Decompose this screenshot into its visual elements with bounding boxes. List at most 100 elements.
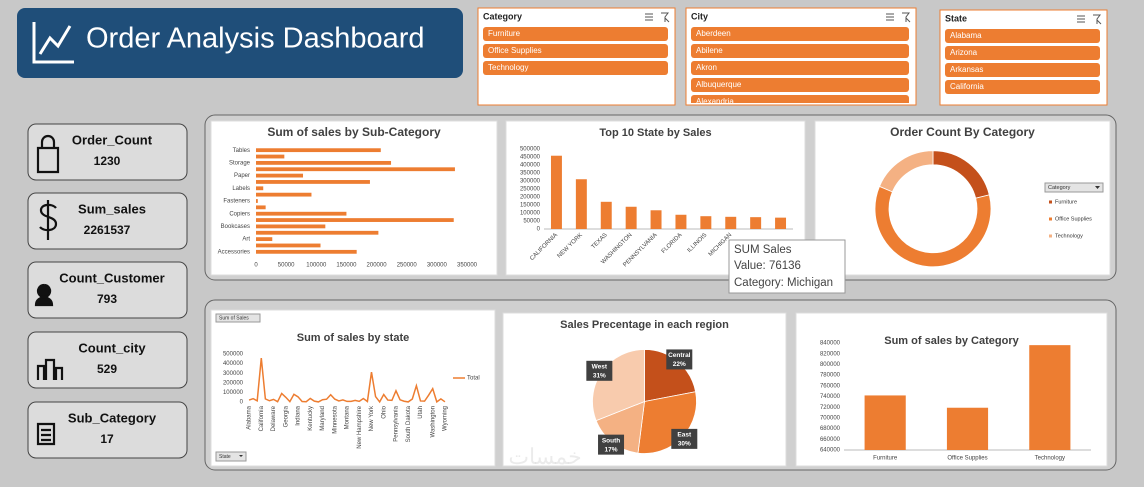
bar (650, 210, 662, 229)
legend-label: Office Supplies (1055, 216, 1092, 222)
bar (256, 192, 312, 197)
slicer-item (945, 63, 1100, 77)
x-tick-label: South Dakota (406, 405, 412, 442)
slicer-title: Category (483, 11, 522, 21)
x-tick-label: Pennsylvania (394, 405, 400, 441)
y-tick-label: 100000 (520, 211, 541, 217)
x-tick-label: Montana (345, 405, 351, 429)
y-tick-label: Fasteners (223, 199, 250, 205)
x-tick-label: Office Supplies (947, 456, 987, 462)
slicer-title: State (945, 13, 967, 23)
y-tick-label: 400000 (520, 163, 541, 169)
legend-swatch (1049, 234, 1052, 238)
x-tick-label: Minnesota (332, 405, 338, 433)
data-label-box (666, 349, 693, 370)
bar (625, 206, 637, 229)
slicer-item (691, 44, 909, 58)
x-tick-label: 200000 (367, 263, 388, 269)
watermark: خمسات (508, 444, 581, 469)
slicer-item (483, 27, 668, 41)
y-tick-label: 840000 (820, 341, 841, 347)
bar (256, 211, 347, 216)
slicer-item-label: California (950, 82, 984, 91)
x-tick-label: 100000 (306, 263, 327, 269)
y-tick-label: Accessories (218, 249, 250, 255)
field-button-label: Sum of Sales (219, 315, 249, 321)
slicer-item-label: Furniture (488, 29, 521, 38)
legend-label: Furniture (1055, 199, 1077, 205)
x-tick-label: Washington (430, 406, 436, 437)
donut-segment (878, 150, 934, 193)
slicer-items: Aberdeen Abilene Akron Albuquerque Alexandri… (691, 27, 909, 106)
bar (864, 395, 906, 450)
x-tick-label: Utah (418, 406, 424, 419)
x-tick-label: 150000 (336, 263, 357, 269)
y-tick-label: 200000 (520, 195, 541, 201)
bar (946, 407, 989, 450)
slicer-item-label: Alexandria (696, 97, 734, 106)
y-tick-label: 700000 (820, 415, 841, 421)
y-tick-label: 820000 (820, 351, 841, 357)
x-tick-label: Maryland (320, 406, 326, 431)
bar (256, 249, 357, 254)
x-tick-label: Ohio (381, 405, 387, 418)
data-label-value: 17% (605, 446, 618, 453)
slicer-item (945, 80, 1100, 94)
y-tick-label: 500000 (223, 352, 244, 358)
tooltip-value: Value: 76136 (734, 260, 801, 272)
x-tick-label: 300000 (427, 263, 448, 269)
y-tick-label: 500000 (520, 147, 541, 153)
bar (550, 155, 562, 229)
y-tick-label: 400000 (223, 361, 244, 367)
kpi-value: 1230 (94, 154, 121, 168)
filter-arrow (239, 455, 243, 457)
x-tick-label: Alabama (247, 405, 253, 429)
slicer-item (691, 78, 909, 92)
x-tick-label: 350000 (457, 263, 478, 269)
bar (256, 154, 285, 159)
y-tick-label: Paper (234, 173, 250, 179)
data-label-value: 30% (678, 441, 691, 448)
title-icon (32, 22, 74, 64)
slicer-item-label: Alabama (950, 31, 982, 40)
slicer-item (691, 61, 909, 75)
slicer-items: Furniture Office Supplies Technology (483, 27, 668, 75)
chart-title: Sum of sales by state (297, 332, 410, 344)
y-tick-label: 680000 (820, 426, 841, 432)
slicer-item-label: Abilene (696, 46, 723, 55)
y-tick-label: 720000 (820, 405, 841, 411)
data-label-category: East (677, 432, 692, 439)
y-tick-label: 300000 (520, 179, 541, 185)
bar (1029, 345, 1071, 450)
legend-swatch (1049, 200, 1052, 204)
bar (600, 201, 612, 229)
x-tick-label: 250000 (397, 263, 418, 269)
data-label-category: West (592, 364, 608, 371)
legend-title: Category (1048, 185, 1071, 191)
legend-arrow (1095, 186, 1100, 189)
kpi-label: Sum_sales (78, 201, 146, 216)
filter-button[interactable] (215, 451, 247, 462)
y-tick-label: 150000 (520, 203, 541, 209)
kpi-icon (36, 422, 56, 446)
y-tick-label: Labels (232, 186, 250, 192)
chart-area (210, 120, 498, 276)
bar (256, 160, 392, 165)
y-tick-label: Art (242, 237, 250, 243)
bar (256, 148, 381, 153)
x-tick-label: New York (369, 405, 375, 431)
title-box (17, 8, 463, 78)
x-tick-label: Georgia (283, 405, 289, 427)
y-tick-label: 640000 (820, 448, 841, 454)
y-tick-label: 300000 (223, 371, 244, 377)
y-tick-label: 50000 (523, 219, 540, 225)
x-tick-label: 0 (254, 263, 258, 269)
field-button (215, 313, 261, 323)
bar (256, 224, 326, 229)
y-tick-label: 450000 (520, 155, 541, 161)
slicer-item-label: Arkansas (950, 65, 983, 74)
x-tick-label: Wyoming (443, 406, 449, 431)
y-tick-label: Bookcases (221, 224, 250, 230)
slicer-item-label: Aberdeen (696, 29, 731, 38)
slicer-item (483, 44, 668, 58)
